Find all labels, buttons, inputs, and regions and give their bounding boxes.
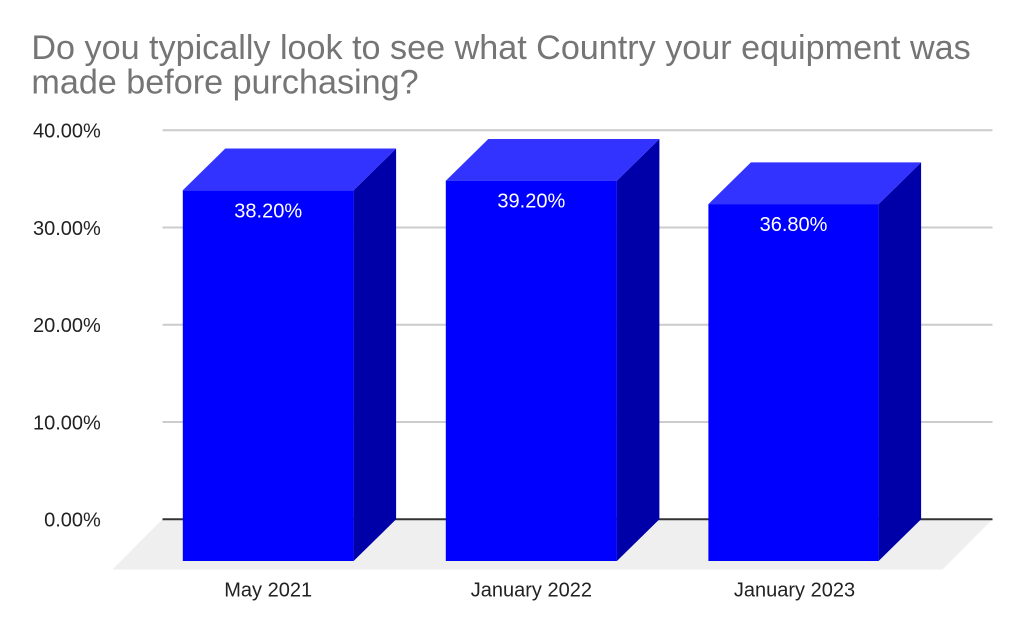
svg-text:May 2021: May 2021 [224, 579, 312, 601]
svg-text:made before purchasing?: made before purchasing? [31, 64, 418, 102]
svg-text:0.00%: 0.00% [44, 510, 101, 532]
svg-text:38.20%: 38.20% [234, 200, 302, 222]
svg-text:10.00%: 10.00% [33, 412, 101, 434]
svg-text:40.00%: 40.00% [33, 121, 101, 143]
svg-text:Do you typically look to see w: Do you typically look to see what Countr… [31, 29, 970, 67]
svg-text:30.00%: 30.00% [33, 218, 101, 240]
svg-text:36.80%: 36.80% [760, 214, 828, 236]
svg-text:20.00%: 20.00% [33, 315, 101, 337]
svg-text:39.20%: 39.20% [497, 191, 565, 213]
svg-text:January 2022: January 2022 [471, 579, 592, 601]
svg-text:January 2023: January 2023 [734, 579, 855, 601]
